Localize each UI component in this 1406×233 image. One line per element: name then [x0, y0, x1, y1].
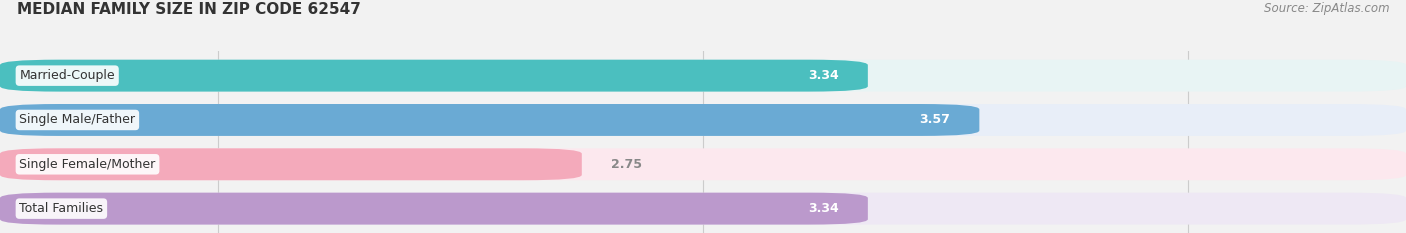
FancyBboxPatch shape — [0, 104, 980, 136]
Text: Married-Couple: Married-Couple — [20, 69, 115, 82]
Text: 3.34: 3.34 — [808, 202, 839, 215]
FancyBboxPatch shape — [0, 148, 1406, 180]
FancyBboxPatch shape — [0, 60, 1406, 92]
Text: 2.75: 2.75 — [610, 158, 643, 171]
Text: Source: ZipAtlas.com: Source: ZipAtlas.com — [1264, 2, 1389, 15]
Text: MEDIAN FAMILY SIZE IN ZIP CODE 62547: MEDIAN FAMILY SIZE IN ZIP CODE 62547 — [17, 2, 361, 17]
Text: Single Male/Father: Single Male/Father — [20, 113, 135, 127]
Text: 3.34: 3.34 — [808, 69, 839, 82]
FancyBboxPatch shape — [0, 148, 582, 180]
Text: Single Female/Mother: Single Female/Mother — [20, 158, 156, 171]
FancyBboxPatch shape — [0, 193, 1406, 225]
Text: 3.57: 3.57 — [920, 113, 950, 127]
FancyBboxPatch shape — [0, 104, 1406, 136]
Text: Total Families: Total Families — [20, 202, 104, 215]
FancyBboxPatch shape — [0, 60, 868, 92]
FancyBboxPatch shape — [0, 193, 868, 225]
